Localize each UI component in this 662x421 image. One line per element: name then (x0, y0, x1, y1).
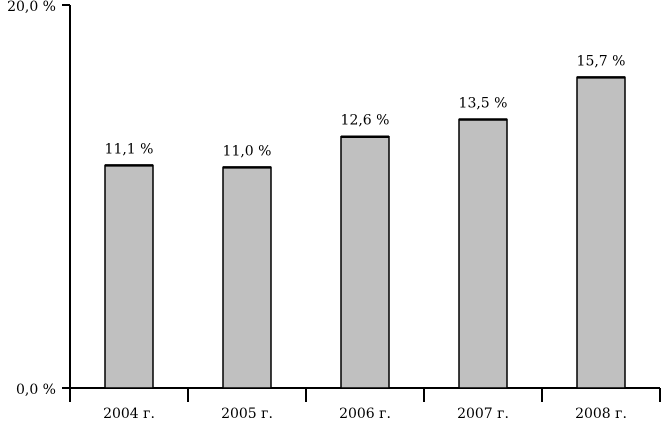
x-tick-label: 2008 г. (575, 406, 627, 421)
x-tick-label: 2007 г. (457, 406, 509, 421)
x-tick-label: 2004 г. (103, 406, 155, 421)
bar (104, 164, 154, 389)
data-label: 13,5 % (459, 95, 508, 111)
bar (458, 118, 508, 389)
data-label: 11,0 % (223, 143, 272, 159)
x-tick-label: 2006 г. (339, 406, 391, 421)
data-label: 12,6 % (341, 113, 390, 129)
data-label: 11,1 % (105, 141, 154, 157)
x-tick-label: 2005 г. (221, 406, 273, 421)
y-tick-label: 0,0 % (16, 382, 56, 398)
bar (222, 166, 272, 389)
bar (576, 76, 626, 389)
y-tick-label: 20,0 % (7, 0, 56, 15)
bar (340, 135, 390, 389)
data-label: 15,7 % (577, 53, 626, 69)
